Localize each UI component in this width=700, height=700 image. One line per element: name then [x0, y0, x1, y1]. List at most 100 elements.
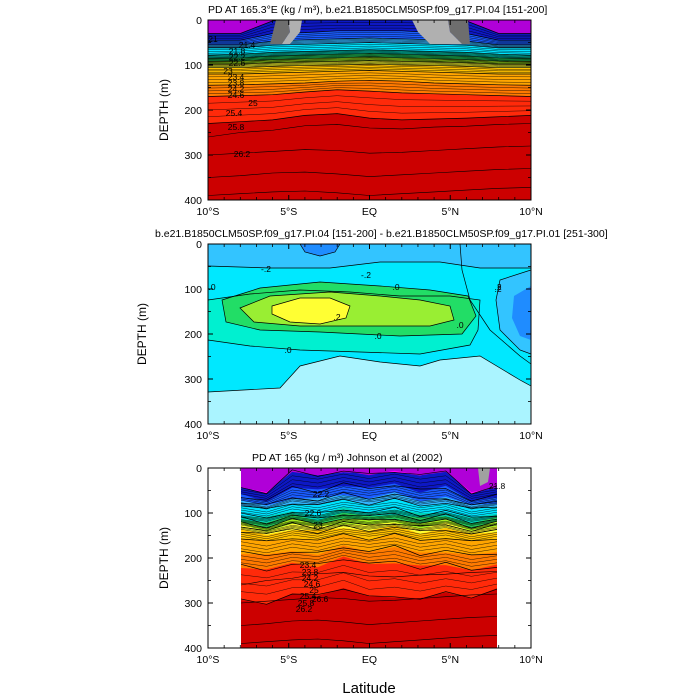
contour-label: 24.6: [304, 579, 321, 589]
contour-label: .2: [494, 282, 501, 292]
contour-label: 25: [248, 98, 258, 108]
panel-3-gray-patch: [478, 468, 490, 486]
panel-2-band-lightblue-top: [208, 244, 531, 268]
isopycnal-line: [208, 37, 531, 46]
isopycnal-deep-line: [241, 571, 497, 586]
contour-label: .0: [374, 331, 381, 341]
isopycnal-minor-line: [241, 477, 497, 497]
panel-1-title: PD AT 165.3°E (kg / m³), b.e21.B1850CLM5…: [208, 4, 547, 16]
isopycnal-minor-line: [208, 32, 531, 42]
isopycnal-minor-line: [241, 480, 497, 499]
contour-label: 26.2: [296, 604, 313, 614]
y-tick-label: 300: [184, 150, 202, 162]
panel-2-title: b.e21.B1850CLM50SP.f09_g17.PI.04 [151-20…: [155, 228, 608, 240]
isopycnal-minor-line: [241, 532, 497, 541]
contour-label: .0: [208, 282, 215, 292]
isopycnal-minor-line: [208, 82, 531, 89]
isopycnal-minor-line: [241, 524, 497, 533]
panel-1-gray-right-light: [412, 20, 462, 44]
isopycnal-deep-line: [208, 145, 531, 156]
isopycnal-minor-line: [241, 496, 497, 509]
isopycnal-minor-line: [241, 525, 497, 534]
isopycnal-minor-line: [241, 555, 497, 567]
isopycnal-minor-line: [241, 506, 497, 517]
isopycnal-line: [241, 469, 497, 495]
isopycnal-minor-line: [241, 504, 497, 515]
x-tick-label: 10°S: [197, 430, 220, 442]
panel-3-contour-lines: [241, 469, 497, 644]
contour-label: 21.4: [239, 40, 256, 50]
x-tick-label: 5°N: [441, 206, 459, 218]
isopycnal-line: [208, 70, 531, 75]
isopycnal-minor-line: [241, 580, 497, 595]
y-tick-label: 400: [184, 643, 202, 655]
isopycnal-minor-line: [208, 34, 531, 43]
contour-label: 23: [313, 520, 323, 530]
panel-2-band-lightcyan-bottom: [208, 356, 531, 424]
isopycnal-minor-line: [208, 107, 531, 117]
panel-1: PD AT 165.3°E (kg / m³), b.e21.B1850CLM5…: [157, 4, 547, 218]
contour-label: 21.8: [229, 46, 246, 56]
panel-1-contour-lines: [208, 20, 531, 196]
isopycnal-minor-line: [208, 101, 531, 111]
isopycnal-minor-line: [208, 55, 531, 61]
isopycnal-minor-line: [241, 473, 497, 495]
panel-3-plot-area: [241, 468, 497, 648]
isopycnal-minor-line: [241, 509, 497, 520]
isopycnal-minor-line: [241, 486, 497, 503]
isopycnal-minor-line: [208, 61, 531, 66]
isopycnal-minor-line: [208, 45, 531, 52]
contour-label: 23: [223, 66, 233, 76]
contour-label: 25.4: [300, 591, 317, 601]
isopycnal-line: [241, 533, 497, 542]
isopycnal-minor-line: [241, 549, 497, 560]
y-tick-label: 100: [184, 284, 202, 296]
isopycnal-minor-line: [208, 58, 531, 63]
panel-1-gray-left: [270, 20, 290, 44]
panel-2-axes: 10°S 5°S EQ 5°N 10°N 0 100 200 300 400: [184, 239, 542, 442]
x-tick-label: 10°S: [197, 206, 220, 218]
panel-1-axes: 10°S 5°S EQ 5°N 10°N 0 100 200 300 400: [184, 15, 542, 218]
contour-label: .0: [392, 282, 399, 292]
isopycnal-line: [241, 517, 497, 529]
figure-xlabel: Latitude: [342, 680, 395, 697]
x-tick-label: 10°N: [519, 430, 542, 442]
isopycnal-minor-line: [208, 53, 531, 60]
isopycnal-line: [208, 89, 531, 97]
isopycnal-minor-line: [241, 537, 497, 547]
isopycnal-deep-line: [241, 593, 497, 604]
isopycnal-minor-line: [241, 523, 497, 532]
isopycnal-line: [241, 544, 497, 557]
isopycnal-minor-line: [241, 491, 497, 505]
panel-3-axes: 10°S 5°S EQ 5°N 10°N 0 100 200 300 400: [184, 463, 542, 666]
contour-label: 25: [309, 585, 319, 595]
isopycnal-minor-line: [241, 565, 497, 579]
isopycnal-minor-line: [241, 528, 497, 537]
isopycnal-line: [241, 512, 497, 525]
y-tick-label: 200: [184, 105, 202, 117]
isopycnal-minor-line: [241, 518, 497, 528]
isopycnal-minor-line: [208, 54, 531, 61]
y-tick-label: 200: [184, 329, 202, 341]
isopycnal-line: [241, 524, 497, 535]
isopycnal-minor-line: [208, 65, 531, 70]
isopycnal-minor-line: [208, 62, 531, 67]
panel-2-contour-labels: .2-.2-.2.2.0.2.0.0.0.0: [208, 264, 501, 355]
contour-label: 23.8: [302, 567, 319, 577]
isopycnal-minor-line: [208, 75, 531, 80]
contour-label: 25.4: [226, 108, 243, 118]
isopycnal-minor-line: [241, 501, 497, 513]
isopycnal-minor-line: [241, 540, 497, 550]
contour-label: 22.6: [229, 58, 246, 68]
density-band: [241, 468, 497, 502]
contour-label: 25.8: [298, 598, 315, 608]
panel-2-contour-lines: [208, 244, 531, 393]
isopycnal-line: [241, 559, 497, 572]
x-tick-label: 5°S: [280, 430, 297, 442]
isopycnal-minor-line: [208, 67, 531, 72]
contour-label: 21.8: [489, 481, 506, 491]
isopycnal-deep-line: [208, 168, 531, 178]
contour-label: -.2: [361, 270, 371, 280]
y-tick-label: 100: [184, 60, 202, 72]
